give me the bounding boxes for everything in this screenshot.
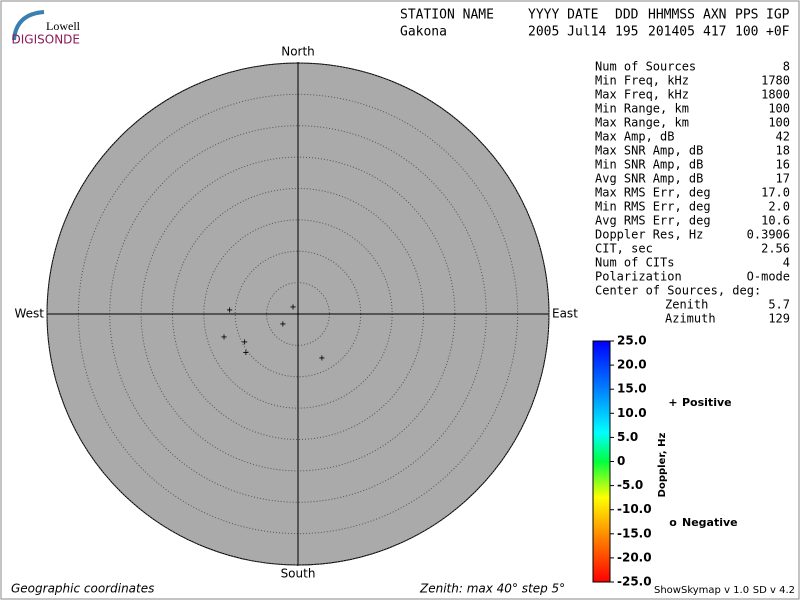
stat-label: Doppler Res, Hz [595,228,703,242]
legend-symbol: o [669,516,677,529]
center-label: Zenith [665,298,708,312]
header-label: YYYY DATE [528,8,598,23]
stat-label: Min RMS Err, deg [595,200,711,214]
source-point: + [242,337,248,348]
stat-label: Min Freq, kHz [595,74,689,88]
header-value: 195 [615,25,638,40]
stat-value: 8 [783,60,790,74]
footer-version: SD v 4.2 [753,585,795,596]
source-point: + [227,305,233,316]
header-value: 100 [735,25,758,40]
header-value: +0F [766,25,790,40]
stat-label: CIT, sec [595,242,653,256]
header-label: DDD [615,8,639,23]
stat-label: Avg SNR Amp, dB [595,172,703,186]
header-label: HHMMSS [648,8,695,23]
stat-label: Num of CITs [595,256,674,270]
stat-label: Max RMS Err, deg [595,186,711,200]
stat-label: Avg RMS Err, deg [595,214,711,228]
stat-value: 100 [768,116,790,130]
header-label: PPS [735,8,758,23]
colorbar-tick-label: 20.0 [617,358,647,372]
logo-brand: Lowell [46,19,81,33]
stat-value: 10.6 [761,214,790,228]
source-point: + [319,353,325,364]
logo-name: DIGISONDE [12,33,80,47]
colorbar-tick-label: 0 [617,454,625,468]
footer-coords: Geographic coordinates [11,582,154,596]
footer-program: ShowSkymap v 1.0 [654,585,749,596]
east-label: East [552,307,578,321]
colorbar-tick-label: 15.0 [617,382,647,396]
stat-label: Max SNR Amp, dB [595,144,703,158]
legend-name: Positive [682,396,732,409]
logo-swoosh [12,10,45,41]
center-value: 129 [768,312,790,326]
stat-value: 17 [776,172,790,186]
south-label: South [281,567,316,581]
header-value: 417 [703,25,726,40]
stat-label: Min SNR Amp, dB [595,158,703,172]
stat-value: 16 [776,158,790,172]
header-label: STATION NAME [400,8,494,23]
north-label: North [281,45,315,59]
header-label: AXN [703,8,726,23]
source-point: + [243,347,249,358]
source-point: + [280,319,286,330]
header-value: 201405 [648,25,695,40]
colorbar-tick-label: 25.0 [617,334,647,348]
colorbar [592,340,611,583]
west-label: West [14,307,44,321]
center-title: Center of Sources, deg: [595,284,761,298]
legend-name: Negative [682,516,738,529]
stat-value: 42 [776,130,790,144]
stat-label: Polarization [595,270,682,284]
stat-label: Max Range, km [595,116,689,130]
stat-value: 2.56 [761,242,790,256]
colorbar-tick-label: -5.0 [617,478,643,492]
source-point: + [221,332,227,343]
stat-value: O-mode [747,270,790,284]
stat-value: 17.0 [761,186,790,200]
colorbar-tick-label: -10.0 [617,502,652,516]
header-label: IGP [766,8,790,23]
colorbar-tick-label: -20.0 [617,550,652,564]
footer-zenith: Zenith: max 40° step 5° [419,582,565,596]
stat-label: Max Freq, kHz [595,88,689,102]
header-value: 2005 Jul14 [528,25,606,40]
colorbar-tick-label: 10.0 [617,406,647,420]
colorbar-tick-label: 5.0 [617,430,638,444]
stat-value: 1800 [761,88,790,102]
source-point: + [290,302,296,313]
stat-label: Min Range, km [595,102,689,116]
stat-label: Max Amp, dB [595,130,674,144]
header-value: Gakona [400,25,447,40]
center-label: Azimuth [665,312,716,326]
stat-value: 18 [776,144,790,158]
stat-value: 4 [783,256,790,270]
stat-value: 100 [768,102,790,116]
stat-value: 1780 [761,74,790,88]
colorbar-label: Doppler, Hz [657,433,668,498]
center-value: 5.7 [768,298,790,312]
colorbar-tick-label: -25.0 [617,575,652,589]
stat-value: 2.0 [768,200,790,214]
stat-value: 0.3906 [747,228,790,242]
colorbar-tick-label: -15.0 [617,526,652,540]
legend-symbol: + [668,396,677,409]
stat-label: Num of Sources [595,60,696,74]
